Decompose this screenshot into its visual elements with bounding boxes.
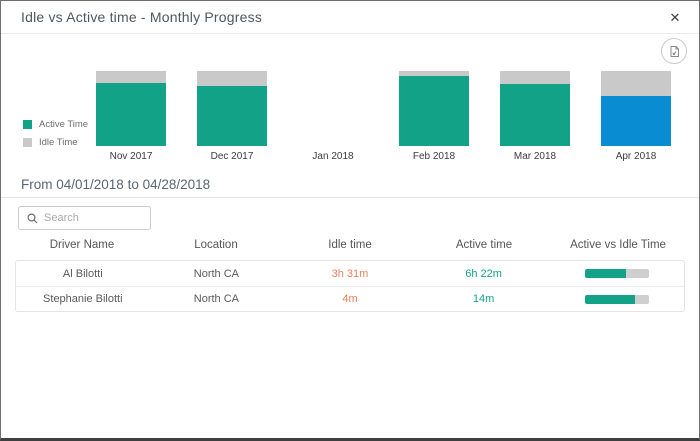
- close-icon[interactable]: ✕: [669, 10, 681, 25]
- export-report-button[interactable]: [661, 38, 687, 64]
- active-segment: [197, 86, 267, 146]
- idle-segment: [96, 71, 166, 83]
- active-time-cell: 14m: [472, 293, 495, 305]
- month-label: Feb 2018: [412, 151, 456, 162]
- legend-label: Active Time: [39, 119, 89, 130]
- driver-name-cell: Stephanie Bilotti: [43, 293, 123, 305]
- active-segment: [96, 83, 166, 146]
- col-header-driver-name: Driver Name: [49, 239, 115, 251]
- location-cell: North CA: [193, 293, 240, 305]
- active-vs-idle-bar: [585, 269, 650, 278]
- legend-item-idle-time: Idle Time: [23, 137, 88, 148]
- active-vs-idle-cell: [550, 269, 684, 278]
- idle-segment: [197, 71, 267, 86]
- month-label: Apr 2018: [615, 151, 657, 162]
- active-segment: [399, 76, 469, 146]
- idle-time-cell: 3h 31m: [331, 267, 369, 280]
- dialog-title: Idle vs Active time - Monthly Progress: [21, 9, 263, 25]
- driver-name-cell: Al Bilotti: [62, 267, 103, 280]
- table-header-row: Driver Name Location Idle time Active ti…: [15, 239, 685, 260]
- location-cell: North CA: [193, 267, 240, 280]
- chart-bar-dec-2017[interactable]: Dec 2017: [197, 71, 267, 162]
- chart-legend: Active Time Idle Time: [23, 119, 88, 155]
- col-header-active-vs-idle: Active vs Idle Time: [570, 239, 666, 251]
- month-label: Jan 2018: [312, 151, 354, 162]
- table-row[interactable]: Stephanie Bilotti North CA 4m 14m: [16, 286, 684, 311]
- table-body: Al Bilotti North CA 3h 31m 6h 22m Stephanie …: [15, 260, 685, 312]
- active-vs-idle-bar: [585, 294, 650, 304]
- monthly-stacked-bar-chart: Active Time Idle Time Nov 2017 Dec 2017 Ja…: [1, 35, 699, 175]
- idle-time-swatch: [23, 138, 32, 147]
- drivers-table: Driver Name Location Idle time Active ti…: [15, 239, 685, 312]
- active-time-cell: 6h 22m: [465, 267, 502, 280]
- period-heading: From 04/01/2018 to 04/28/2018: [21, 177, 211, 192]
- export-document-icon: [670, 45, 679, 57]
- legend-item-active-time: Active Time: [23, 119, 88, 130]
- month-label: Nov 2017: [109, 151, 153, 162]
- chart-bar-jan-2018[interactable]: Jan 2018: [298, 71, 368, 162]
- idle-time-cell: 4m: [342, 293, 358, 305]
- active-time-swatch: [23, 120, 32, 129]
- idle-segment: [399, 71, 469, 77]
- active-segment: [601, 95, 671, 146]
- active-segment: [500, 83, 570, 146]
- month-label: Dec 2017: [210, 151, 254, 162]
- table-row[interactable]: Al Bilotti North CA 3h 31m 6h 22m: [16, 261, 684, 286]
- dialog-header: Idle vs Active time - Monthly Progress ✕: [1, 1, 699, 34]
- idle-segment: [601, 71, 671, 96]
- chart-bar-feb-2018[interactable]: Feb 2018: [399, 71, 469, 162]
- col-header-location: Location: [194, 239, 238, 251]
- chart-bar-nov-2017[interactable]: Nov 2017: [96, 71, 166, 162]
- search-box[interactable]: [18, 206, 151, 230]
- legend-label: Idle Time: [39, 137, 78, 148]
- active-vs-idle-cell: [550, 294, 684, 304]
- chart-bar-apr-2018[interactable]: Apr 2018: [601, 71, 671, 162]
- active-fill: [585, 269, 627, 278]
- month-label: Mar 2018: [513, 151, 557, 162]
- divider: [1, 197, 699, 198]
- col-header-idle-time: Idle time: [328, 239, 372, 251]
- chart-bar-mar-2018[interactable]: Mar 2018: [500, 71, 570, 162]
- col-header-active-time: Active time: [455, 239, 513, 251]
- search-input[interactable]: [44, 212, 134, 224]
- idle-segment: [500, 71, 570, 84]
- search-icon: [27, 212, 38, 223]
- active-fill: [585, 294, 636, 304]
